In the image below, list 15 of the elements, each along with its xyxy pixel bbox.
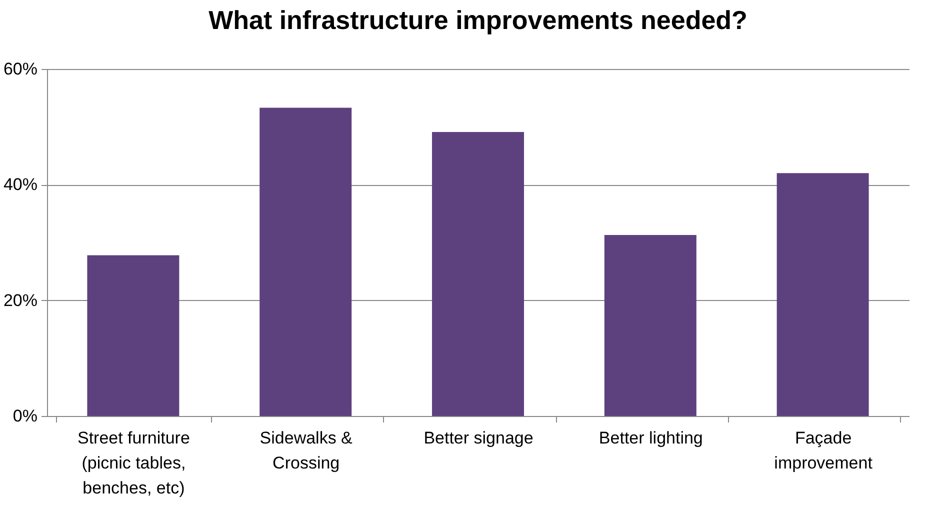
x-tick-label: Better signage — [424, 428, 534, 448]
x-tick-label: Street furniture (picnic tables, benches, etc) — [77, 428, 190, 498]
y-tick-label: 0% — [12, 406, 38, 426]
y-tick-label: 20% — [3, 290, 38, 310]
x-tick-label: Sidewalks & Crossing — [260, 428, 354, 472]
chart-title: What infrastructure improvements needed? — [208, 5, 748, 35]
bar — [432, 132, 524, 416]
x-tick-label: Façade improvement — [774, 428, 873, 472]
bar — [260, 108, 352, 416]
bar — [776, 173, 869, 416]
bar — [87, 255, 180, 416]
y-tick-label: 60% — [3, 60, 38, 78]
bar — [604, 234, 696, 416]
y-tick-label: 40% — [3, 175, 38, 194]
x-tick-label: Better lighting — [598, 428, 703, 448]
